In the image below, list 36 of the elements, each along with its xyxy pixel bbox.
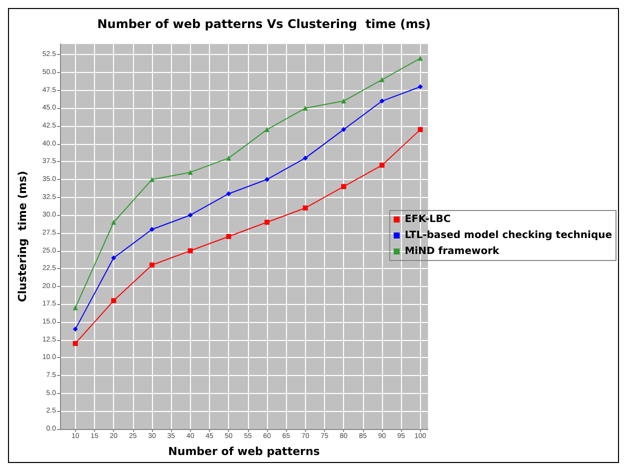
- point: [188, 212, 193, 218]
- point: [150, 262, 154, 268]
- point: [188, 170, 193, 175]
- point: [226, 191, 232, 196]
- point: [302, 205, 308, 210]
- point: [226, 234, 232, 239]
- point: [111, 220, 116, 225]
- point: [264, 127, 270, 132]
- legend-label: LTL-based model checking technique: [404, 230, 612, 241]
- chart-title: Number of web patterns Vs Clustering time (ms): [97, 17, 431, 31]
- point: [341, 127, 346, 132]
- point: [72, 305, 78, 310]
- point: [150, 226, 154, 232]
- point: [111, 298, 116, 304]
- point: [418, 84, 423, 90]
- point: [418, 56, 423, 61]
- point: [72, 340, 78, 346]
- point: [188, 248, 193, 254]
- legend-label: EFK-LBC: [404, 214, 451, 225]
- point: [380, 98, 384, 104]
- point: [341, 184, 346, 190]
- point: [226, 156, 232, 161]
- point: [150, 176, 154, 182]
- legend-label: MiND framework: [404, 246, 500, 257]
- point: [380, 77, 384, 82]
- x-axis-title: Number of web patterns: [168, 445, 320, 458]
- point: [72, 326, 78, 332]
- y-axis-title: Clustering time (ms): [16, 170, 29, 302]
- point: [302, 106, 308, 111]
- point: [341, 98, 346, 104]
- point: [380, 162, 384, 168]
- point: [418, 127, 423, 132]
- point: [302, 156, 308, 161]
- point: [264, 176, 270, 182]
- point: [264, 220, 270, 225]
- point: [111, 255, 116, 260]
